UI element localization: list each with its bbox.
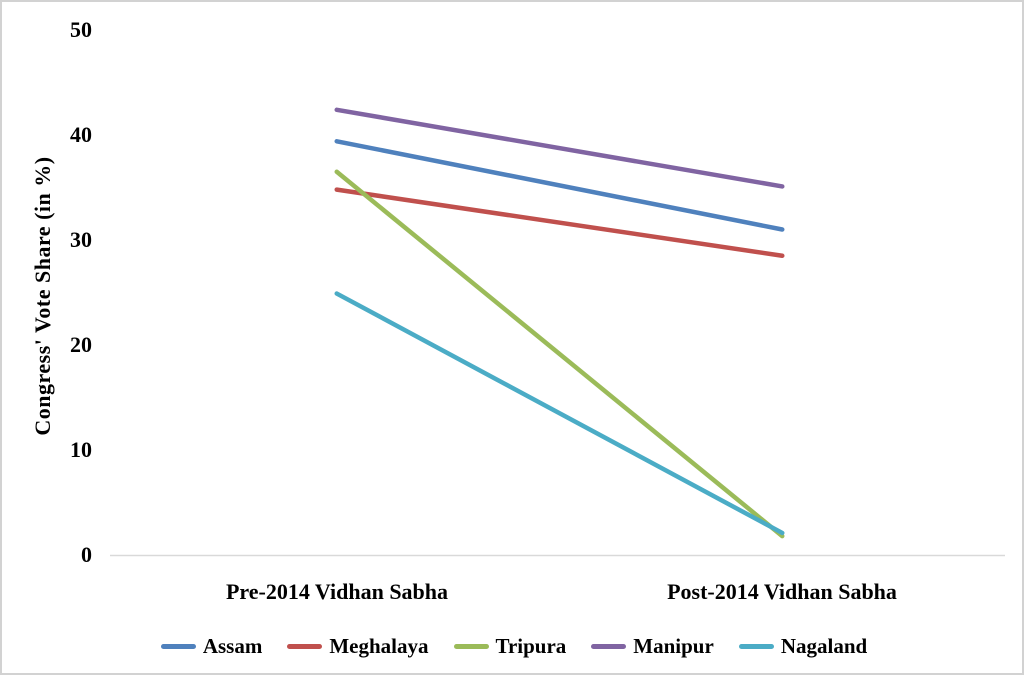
legend-label-nagaland: Nagaland — [780, 634, 868, 658]
legend-item-tripura: Tripura — [453, 634, 567, 659]
series-line-nagaland — [334, 291, 785, 536]
legend-line-marker-meghalaya — [287, 644, 323, 649]
legend-item-nagaland: Nagaland — [738, 634, 868, 659]
chart-legend: Assam Meghalaya Tripura Manipur Nagaland — [2, 634, 1022, 659]
y-axis-title: Congress' Vote Share (in %) — [30, 156, 55, 436]
y-tick-label-40: 40 — [70, 122, 92, 147]
y-tick-label-10: 10 — [70, 437, 92, 462]
legend-label-manipur: Manipur — [633, 634, 714, 658]
legend-label-tripura: Tripura — [495, 634, 567, 658]
legend-item-manipur: Manipur — [591, 634, 714, 659]
y-tick-label-50: 50 — [70, 17, 92, 42]
series-line-manipur — [334, 107, 785, 189]
legend-item-assam: Assam — [160, 634, 263, 659]
y-tick-label-0: 0 — [81, 542, 92, 567]
legend-line-marker-assam — [160, 644, 196, 649]
legend-line-marker-tripura — [453, 644, 489, 649]
legend-line-marker-manipur — [591, 644, 627, 649]
series-line-tripura — [334, 169, 785, 539]
series-line-assam — [334, 139, 785, 232]
legend-item-meghalaya: Meghalaya — [287, 634, 429, 659]
legend-label-meghalaya: Meghalaya — [329, 634, 429, 658]
x-axis-label-pre-2014: Pre-2014 Vidhan Sabha — [225, 579, 449, 604]
y-tick-label-20: 20 — [70, 332, 92, 357]
legend-line-marker-nagaland — [738, 644, 774, 649]
x-axis-label-post-2014: Post-2014 Vidhan Sabha — [667, 579, 897, 604]
series-line-meghalaya — [334, 187, 785, 258]
y-tick-label-30: 30 — [70, 227, 92, 252]
legend-label-assam: Assam — [202, 634, 263, 658]
